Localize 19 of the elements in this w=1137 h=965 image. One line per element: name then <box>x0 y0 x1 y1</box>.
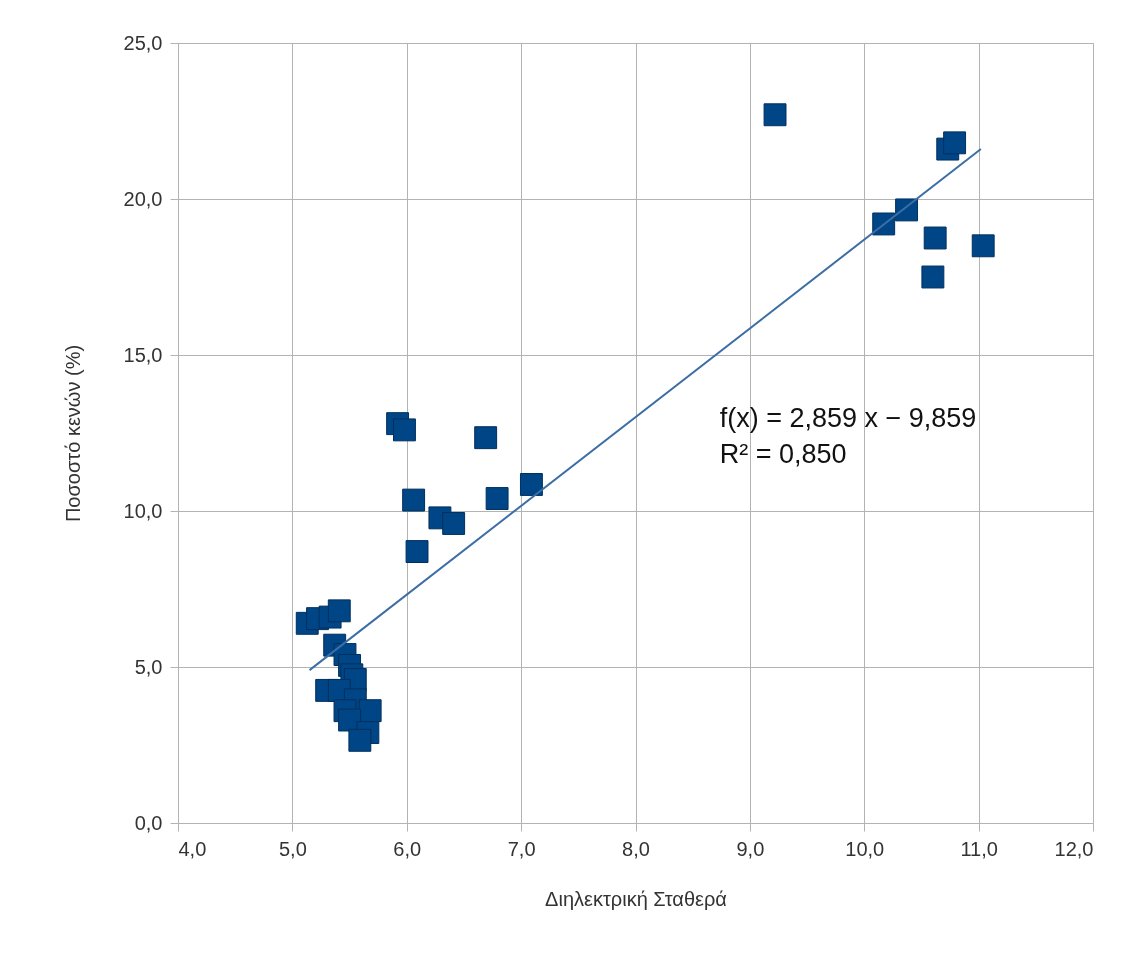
y-tick-label: 25,0 <box>123 31 163 54</box>
x-tick-label: 10,0 <box>845 837 885 860</box>
x-tick-label: 4,0 <box>178 837 207 860</box>
x-tick-label: 5,0 <box>278 837 307 860</box>
y-tick-label: 15,0 <box>123 343 163 366</box>
y-tick-label: 10,0 <box>123 499 163 522</box>
x-tick-label: 7,0 <box>507 837 536 860</box>
y-tick-label: 0,0 <box>134 811 163 834</box>
annotation: R² = 0,850 <box>719 438 847 469</box>
x-tick-label: 11,0 <box>960 837 998 860</box>
annotation: f(x) = 2,859 x − 9,859 <box>719 402 977 433</box>
x-tick-label: 8,0 <box>622 837 650 860</box>
y-axis-title: Ποσοστό κενών (%) <box>61 344 84 523</box>
x-tick-label: 6,0 <box>393 837 422 860</box>
y-tick-label: 5,0 <box>134 655 163 678</box>
x-tick-label: 12,0 <box>1054 837 1094 860</box>
y-tick-label: 20,0 <box>123 187 163 210</box>
x-tick-label: 9,0 <box>736 837 765 860</box>
x-axis-title: Διηλεκτρική Σταθερά <box>545 887 727 910</box>
